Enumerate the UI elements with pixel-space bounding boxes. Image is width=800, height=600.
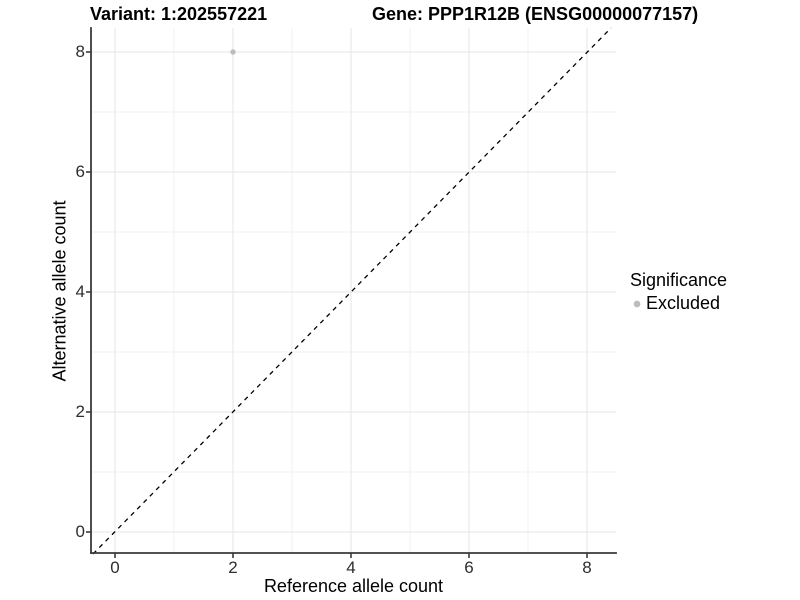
x-tick-label: 4 xyxy=(346,558,356,577)
y-tick-label: 0 xyxy=(75,522,85,541)
identity-line xyxy=(92,27,612,555)
x-tick-label: 0 xyxy=(110,558,120,577)
y-tick-label: 4 xyxy=(75,282,85,301)
grid-major xyxy=(91,28,616,553)
plot-title-variant: Variant: 1:202557221 xyxy=(90,4,268,24)
legend: Significance Excluded xyxy=(630,269,727,313)
y-axis-title: Alternative allele count xyxy=(49,200,70,382)
axis-ticks xyxy=(86,51,588,558)
data-point-excluded xyxy=(230,49,236,55)
x-tick-label: 6 xyxy=(464,558,474,577)
x-axis-title: Reference allele count xyxy=(263,576,444,596)
grid-minor xyxy=(91,28,616,553)
legend-title: Significance xyxy=(630,270,728,290)
y-tick-label: 8 xyxy=(75,42,85,61)
x-tick-label: 8 xyxy=(582,558,592,577)
legend-entry-label: Excluded xyxy=(646,293,721,313)
axis-lines xyxy=(90,27,617,554)
y-tick-label: 2 xyxy=(75,402,85,421)
y-tick-label: 6 xyxy=(75,162,85,181)
legend-key-circle-icon xyxy=(633,300,641,308)
plot-title-gene: Gene: PPP1R12B (ENSG00000077157) xyxy=(372,4,699,24)
x-tick-label: 2 xyxy=(228,558,238,577)
legend-entry-excluded: Excluded xyxy=(630,293,727,313)
